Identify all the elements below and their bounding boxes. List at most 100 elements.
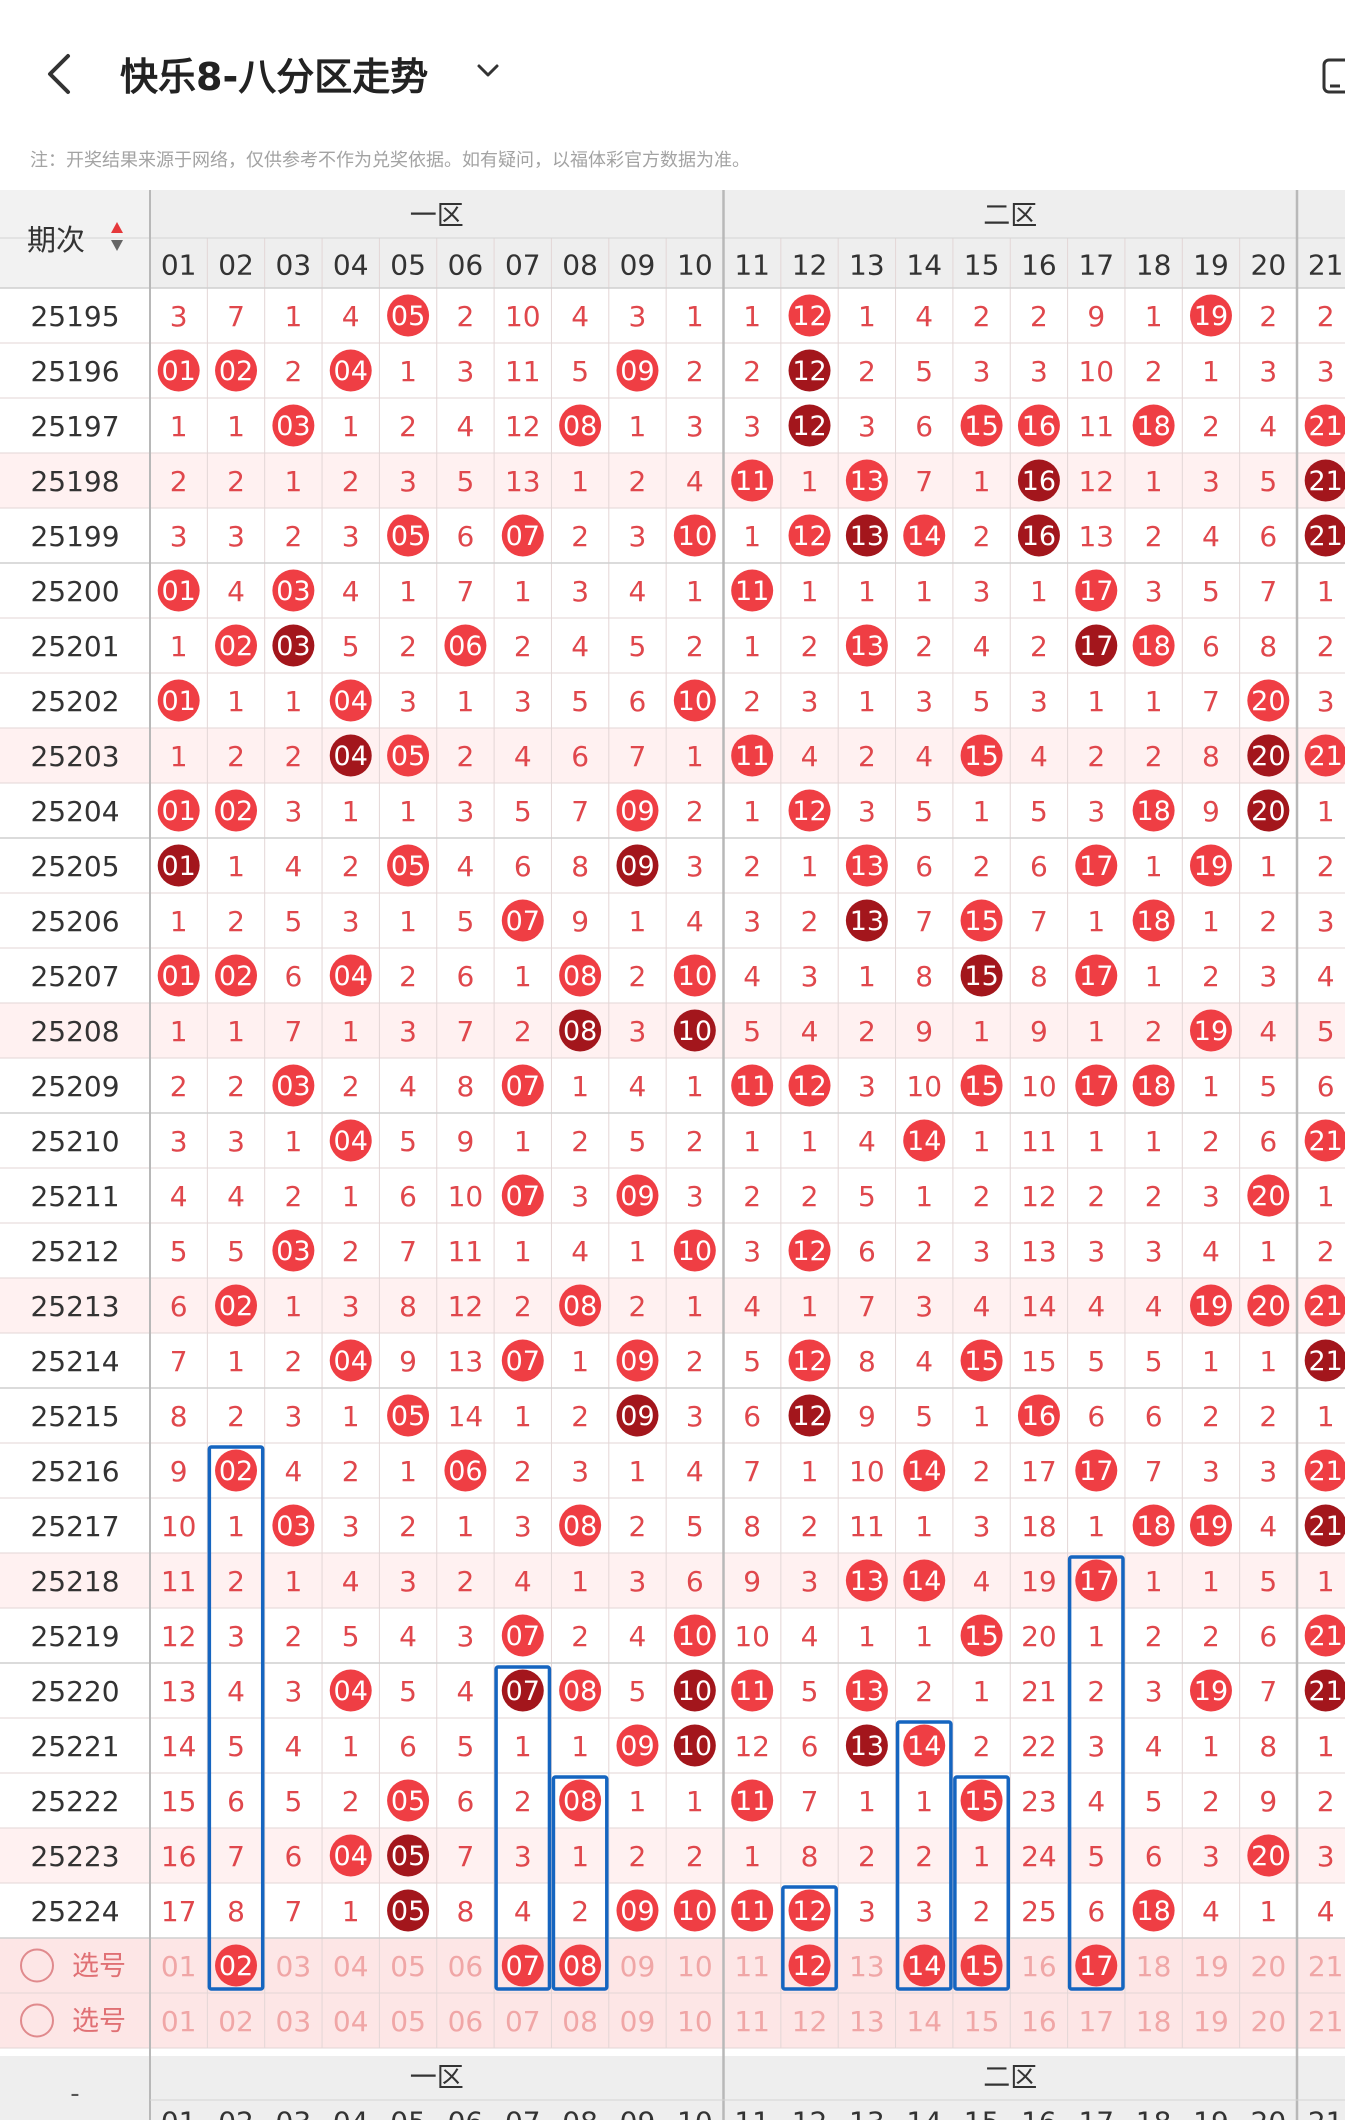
hit-number: 10 <box>678 961 712 992</box>
miss-count: 1 <box>227 1345 245 1378</box>
miss-count: 1 <box>514 1125 532 1158</box>
selected-ball[interactable] <box>788 1944 831 1987</box>
miss-count: 2 <box>1202 1785 1220 1818</box>
miss-count: 1 <box>686 1070 704 1103</box>
hit-number: 20 <box>1251 741 1285 772</box>
select-number[interactable]: 20 <box>1251 1950 1287 1983</box>
select-number[interactable]: 03 <box>276 1950 312 1983</box>
hit-ball <box>501 899 544 942</box>
footer-column-header: 05 <box>390 2106 426 2120</box>
select-number[interactable]: 21 <box>1308 1950 1344 1983</box>
select-number[interactable]: 20 <box>1251 2005 1287 2038</box>
miss-count: 6 <box>1259 1125 1277 1158</box>
miss-count: 2 <box>1202 960 1220 993</box>
select-number[interactable]: 10 <box>677 2005 713 2038</box>
radio-circle-icon[interactable] <box>20 2003 54 2038</box>
select-number[interactable]: 04 <box>333 2005 369 2038</box>
miss-count: 2 <box>342 1455 360 1488</box>
select-number[interactable]: 10 <box>677 1950 713 1983</box>
row-bg <box>0 1773 1345 1828</box>
selected-number[interactable]: 17 <box>1079 1951 1113 1982</box>
hit-number: 18 <box>1136 1511 1170 1542</box>
period-header[interactable]: 期次 <box>27 223 85 257</box>
miss-count: 1 <box>973 1840 991 1873</box>
miss-count: 6 <box>571 740 589 773</box>
miss-count: 2 <box>514 1785 532 1818</box>
select-number[interactable]: 03 <box>276 2005 312 2038</box>
select-number[interactable]: 11 <box>734 2005 770 2038</box>
hit-number: 20 <box>1251 796 1285 827</box>
select-number[interactable]: 14 <box>906 2005 942 2038</box>
row-bg <box>0 1553 1345 1608</box>
miss-count: 3 <box>1259 960 1277 993</box>
select-number[interactable]: 06 <box>448 2005 484 2038</box>
back-button[interactable] <box>40 48 84 100</box>
miss-count: 2 <box>342 1785 360 1818</box>
select-number[interactable]: 19 <box>1193 2005 1229 2038</box>
hit-number: 01 <box>161 851 195 882</box>
select-number[interactable]: 13 <box>849 1950 885 1983</box>
hit-ball <box>788 1064 831 1107</box>
selected-number[interactable]: 15 <box>964 1951 998 1982</box>
select-number[interactable]: 15 <box>964 2005 1000 2038</box>
hit-ball <box>501 1339 544 1382</box>
selected-ball[interactable] <box>215 1944 258 1987</box>
period-number: 25214 <box>30 1345 119 1378</box>
hit-ball <box>1247 1834 1290 1877</box>
select-number[interactable]: 12 <box>792 2005 828 2038</box>
hit-ball <box>559 1669 602 1712</box>
miss-count: 2 <box>973 1455 991 1488</box>
select-number[interactable]: 16 <box>1021 2005 1057 2038</box>
device-icon[interactable] <box>1322 58 1345 94</box>
select-number[interactable]: 05 <box>390 1950 426 1983</box>
miss-count: 1 <box>342 1730 360 1763</box>
title-dropdown-button[interactable] <box>473 58 503 84</box>
sort-arrows-icon[interactable] <box>111 222 123 251</box>
miss-count: 2 <box>858 740 876 773</box>
select-number[interactable]: 09 <box>620 1950 656 1983</box>
miss-count: 2 <box>399 410 417 443</box>
selected-number[interactable]: 12 <box>792 1951 826 1982</box>
miss-count: 2 <box>1087 740 1105 773</box>
selected-number[interactable]: 14 <box>907 1951 941 1982</box>
select-number[interactable]: 11 <box>734 1950 770 1983</box>
miss-count: 12 <box>1021 1180 1057 1213</box>
select-number[interactable]: 04 <box>333 1950 369 1983</box>
selected-ball[interactable] <box>960 1944 1003 1987</box>
miss-count: 8 <box>1030 960 1048 993</box>
selected-ball[interactable] <box>1075 1944 1118 1987</box>
footer-column-header: 15 <box>964 2106 1000 2120</box>
select-number[interactable]: 18 <box>1136 1950 1172 1983</box>
select-number[interactable]: 17 <box>1078 2005 1114 2038</box>
select-number[interactable]: 01 <box>161 2005 197 2038</box>
select-number[interactable]: 09 <box>620 2005 656 2038</box>
select-number[interactable]: 13 <box>849 2005 885 2038</box>
column-header: 06 <box>448 249 484 282</box>
miss-count: 1 <box>284 465 302 498</box>
select-number[interactable]: 16 <box>1021 1950 1057 1983</box>
selected-number[interactable]: 08 <box>563 1951 597 1982</box>
selected-number[interactable]: 07 <box>506 1951 540 1982</box>
selected-ball[interactable] <box>559 1944 602 1987</box>
miss-count: 2 <box>801 905 819 938</box>
select-number[interactable]: 08 <box>562 2005 598 2038</box>
select-number[interactable]: 02 <box>218 2005 254 2038</box>
period-number: 25200 <box>30 575 119 608</box>
hit-ball <box>788 1889 831 1932</box>
selected-ball[interactable] <box>903 1944 946 1987</box>
select-number[interactable]: 07 <box>505 2005 541 2038</box>
select-number[interactable]: 21 <box>1308 2005 1344 2038</box>
select-number[interactable]: 18 <box>1136 2005 1172 2038</box>
select-number[interactable]: 19 <box>1193 1950 1229 1983</box>
hit-number: 09 <box>620 356 654 387</box>
select-number[interactable]: 06 <box>448 1950 484 1983</box>
select-number[interactable]: 05 <box>390 2005 426 2038</box>
miss-count: 1 <box>514 1235 532 1268</box>
radio-circle-icon[interactable] <box>20 1948 54 1983</box>
miss-count: 6 <box>457 520 475 553</box>
miss-count: 2 <box>514 1015 532 1048</box>
selected-number[interactable]: 02 <box>219 1951 253 1982</box>
select-number[interactable]: 01 <box>161 1950 197 1983</box>
hit-ball <box>731 569 774 612</box>
selected-ball[interactable] <box>501 1944 544 1987</box>
